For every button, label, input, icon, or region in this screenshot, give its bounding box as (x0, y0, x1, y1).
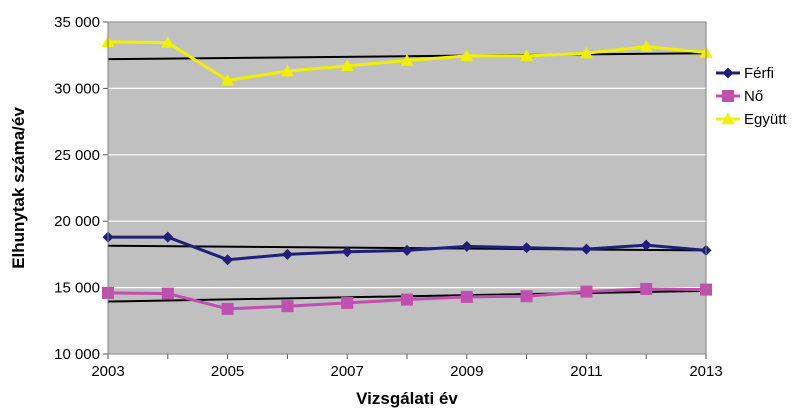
legend-marker-1 (722, 90, 734, 102)
x-axis-ticks: 2003 2005 2007 2009 2011 2013 (91, 354, 723, 380)
series-0-point-2012 (640, 239, 652, 251)
series-1-point-2009 (460, 290, 473, 303)
series-2-point-2012 (639, 40, 653, 52)
y-axis-title: Elhunytak száma/év (9, 107, 28, 269)
series-1-point-2008 (401, 293, 413, 306)
legend: Férfi Nő Együtt (716, 65, 787, 128)
x-tick-label-2013: 2013 (689, 363, 722, 380)
series-2-point-2008 (400, 54, 414, 66)
series-1-point-2007 (341, 296, 354, 309)
series-0-point-2005 (222, 254, 234, 266)
series-0-point-2007 (341, 246, 353, 258)
y-axis-ticks: 10 000 15 000 20 000 25 000 30 000 35 000 (54, 14, 108, 363)
x-tick-label-2007: 2007 (331, 363, 364, 380)
series-2-point-2006 (280, 64, 294, 77)
series-1-point-2004 (161, 287, 174, 300)
legend-label-0: Férfi (744, 65, 774, 82)
legend-label-2: Együtt (744, 111, 787, 128)
y-tick-label-20000: 20 000 (54, 213, 100, 230)
legend-marker-0 (722, 67, 734, 79)
series-2-point-2010 (520, 49, 534, 62)
x-tick-label-2009: 2009 (450, 363, 483, 380)
series-1-point-2011 (580, 285, 593, 298)
series-0-point-2009 (461, 240, 473, 252)
series-0-point-2008 (401, 244, 413, 256)
y-tick-label-35000: 35 000 (54, 14, 100, 31)
series-0-point-2011 (580, 243, 592, 255)
y-tick-label-25000: 25 000 (54, 147, 100, 164)
series-0-point-2006 (281, 248, 293, 260)
series-1-point-2006 (281, 300, 294, 313)
x-tick-label-2003: 2003 (91, 363, 124, 380)
series-2-point-2009 (460, 49, 474, 62)
series-1-point-2005 (221, 302, 234, 315)
series-2-point-2005 (221, 73, 235, 86)
legend-label-1: Nő (744, 88, 763, 105)
y-tick-label-30000: 30 000 (54, 80, 100, 97)
series-2-point-2007 (340, 59, 354, 72)
x-tick-label-2011: 2011 (570, 363, 602, 380)
series-1-point-2012 (640, 282, 653, 295)
y-tick-label-10000: 10 000 (54, 346, 100, 363)
x-axis-title: Vizsgálati év (356, 389, 458, 408)
series-0-point-2004 (162, 231, 174, 243)
legend-marker-2 (721, 112, 735, 125)
series-2-point-2004 (161, 36, 175, 48)
plot-border (107, 21, 707, 355)
series-0-point-2010 (521, 242, 533, 254)
series-1-point-2010 (520, 290, 533, 303)
y-tick-label-15000: 15 000 (54, 280, 100, 297)
x-tick-label-2005: 2005 (211, 363, 244, 380)
series-2-point-2011 (579, 46, 593, 59)
